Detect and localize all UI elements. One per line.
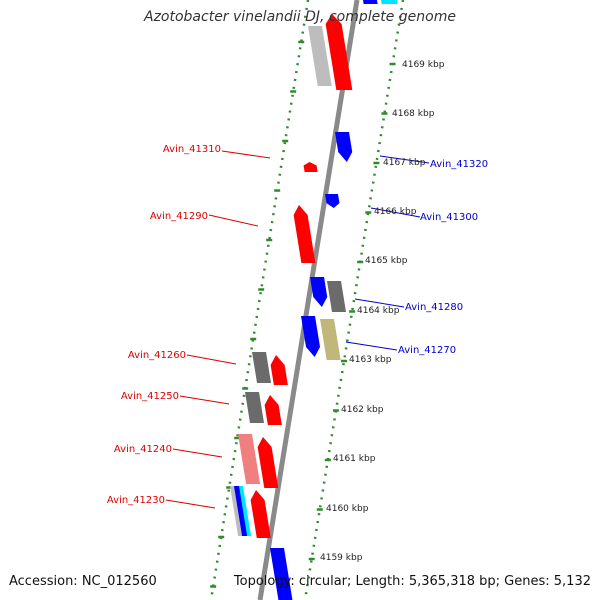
leader-line: [208, 214, 259, 227]
gene-avin-41230[interactable]: [250, 490, 271, 538]
gene-block-gray-top[interactable]: [308, 26, 332, 86]
leader-line: [165, 499, 216, 509]
gene-avin-41270[interactable]: [320, 319, 341, 360]
gene-labels: Avin_41310 Avin_41290 Avin_41260 Avin_41…: [107, 144, 488, 506]
gene-label-avin-41320[interactable]: Avin_41320: [430, 159, 488, 170]
leader-line: [370, 207, 421, 218]
scale-label-4162: 4162 kbp: [341, 405, 384, 415]
gene-avin-41250-gray[interactable]: [245, 392, 265, 423]
scale-labels: 4169 kbp 4168 kbp 4167 kbp 4166 kbp 4165…: [320, 60, 445, 563]
gene-avin-41250[interactable]: [264, 395, 282, 425]
gene-label-avin-41280[interactable]: Avin_41280: [405, 302, 463, 313]
scale-label-4164: 4164 kbp: [357, 306, 400, 316]
gene-label-avin-41250[interactable]: Avin_41250: [121, 391, 179, 402]
scale-label-4168: 4168 kbp: [392, 109, 435, 119]
gene-avin-41310[interactable]: [303, 162, 318, 172]
leader-line: [172, 448, 223, 458]
gene-track: [230, 0, 398, 600]
scale-label-4160: 4160 kbp: [326, 504, 369, 514]
gene-avin-41320[interactable]: [335, 132, 353, 162]
scale-label-4159: 4159 kbp: [320, 553, 363, 563]
gene-avin-41300[interactable]: [325, 194, 340, 208]
map-title: Azotobacter vinelandii DJ, complete geno…: [144, 9, 456, 25]
gene-label-avin-41240[interactable]: Avin_41240: [114, 444, 172, 455]
gene-avin-41270-left[interactable]: [301, 316, 321, 357]
gene-avin-41230-cyan[interactable]: [239, 486, 252, 536]
gene-avin-41260-gray[interactable]: [252, 352, 272, 383]
gene-block-cyan-top[interactable]: [380, 0, 398, 4]
label-leader-lines: [165, 150, 430, 509]
gene-avin-41240[interactable]: [257, 437, 279, 488]
gene-block-blue-top[interactable]: [362, 0, 378, 4]
scale-label-4169: 4169 kbp: [402, 60, 445, 70]
gene-avin-41290[interactable]: [293, 205, 316, 263]
gene-avin-41230-blue[interactable]: [234, 486, 249, 536]
scale-label-4165: 4165 kbp: [365, 256, 408, 266]
gene-block-red-top[interactable]: [325, 14, 353, 90]
gene-block-blue-bottom[interactable]: [270, 548, 293, 600]
leader-line: [354, 298, 405, 308]
leader-line: [186, 354, 237, 365]
gene-label-avin-41270[interactable]: Avin_41270: [398, 345, 456, 356]
gene-label-avin-41300[interactable]: Avin_41300: [420, 212, 478, 223]
gene-label-avin-41310[interactable]: Avin_41310: [163, 144, 221, 155]
gene-avin-41280-left[interactable]: [310, 277, 328, 307]
gene-label-avin-41260[interactable]: Avin_41260: [128, 350, 186, 361]
gene-avin-41260[interactable]: [270, 355, 288, 385]
ruler-ticks: [210, 40, 396, 588]
scale-label-4161: 4161 kbp: [333, 454, 376, 464]
gene-avin-41280[interactable]: [327, 281, 347, 312]
scale-label-4163: 4163 kbp: [349, 355, 392, 365]
gene-avin-41240-light[interactable]: [238, 434, 261, 484]
leader-line: [345, 341, 398, 351]
scale-label-4167: 4167 kbp: [383, 158, 426, 168]
gene-label-avin-41230[interactable]: Avin_41230: [107, 495, 165, 506]
gene-label-avin-41290[interactable]: Avin_41290: [150, 211, 208, 222]
leader-line: [379, 155, 430, 164]
leader-line: [179, 395, 230, 405]
leader-line: [221, 150, 271, 159]
genome-summary-text: Topology: circular; Length: 5,365,318 bp…: [233, 574, 591, 589]
accession-text: Accession: NC_012560: [9, 574, 157, 589]
genome-backbone: [257, 0, 360, 600]
scale-label-4166: 4166 kbp: [374, 207, 417, 217]
